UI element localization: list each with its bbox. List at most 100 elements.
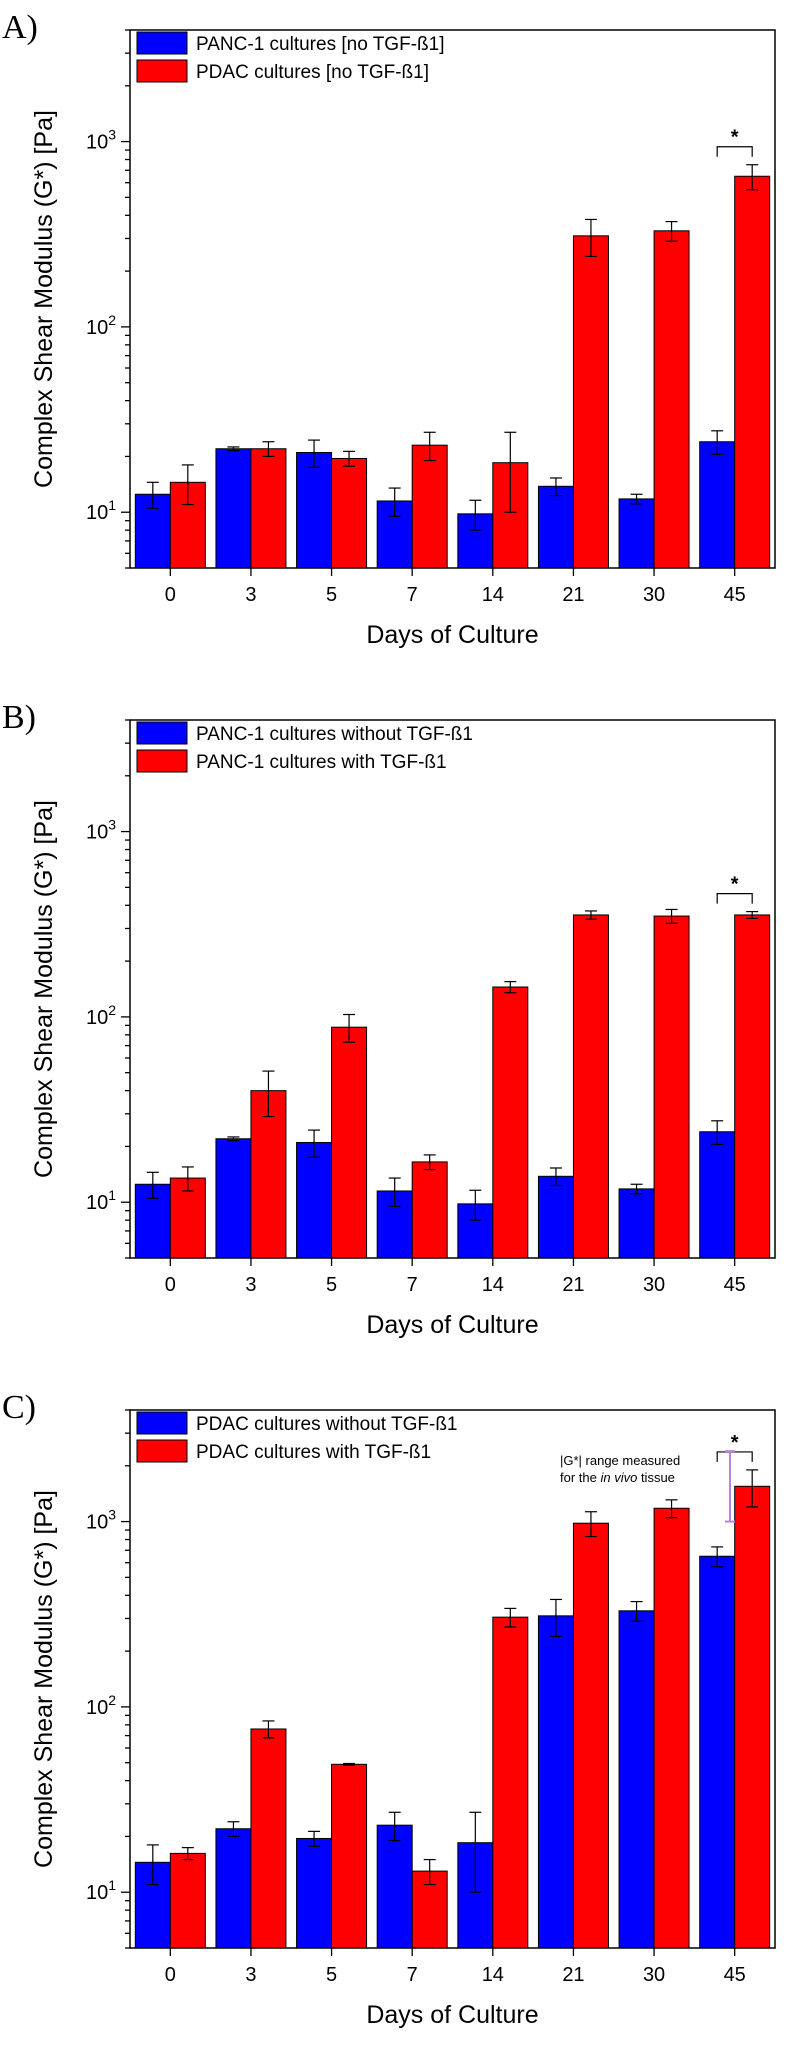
bar xyxy=(653,230,690,569)
legend-label: PDAC cultures without TGF-ß1 xyxy=(196,1414,458,1435)
bar xyxy=(699,1555,736,1949)
legend-swatch xyxy=(136,1411,188,1435)
x-tick-label: 5 xyxy=(326,1274,337,1296)
bar xyxy=(331,1763,368,1949)
bar xyxy=(250,1090,287,1259)
bar xyxy=(492,1616,529,1949)
bar xyxy=(169,1852,206,1949)
x-tick-label: 7 xyxy=(407,584,418,606)
panel-label: A) xyxy=(2,9,38,46)
bar xyxy=(215,448,252,569)
bar xyxy=(250,448,287,569)
x-tick-label: 21 xyxy=(562,584,584,606)
bar xyxy=(618,498,655,569)
bar xyxy=(537,1175,574,1259)
x-tick-label: 45 xyxy=(724,1274,746,1296)
y-tick-label: 103 xyxy=(86,127,116,154)
panel-label: C) xyxy=(2,1389,36,1426)
bar xyxy=(250,1728,287,1949)
x-tick-label: 3 xyxy=(245,584,256,606)
x-tick-label: 7 xyxy=(407,1274,418,1296)
bar xyxy=(618,1188,655,1259)
x-tick-label: 5 xyxy=(326,584,337,606)
x-tick-label: 30 xyxy=(643,584,665,606)
bar xyxy=(492,986,529,1259)
x-tick-label: 14 xyxy=(482,1274,504,1296)
significance-bracket xyxy=(716,146,753,157)
x-tick-label: 3 xyxy=(245,1964,256,1986)
x-tick-label: 0 xyxy=(165,1964,176,1986)
legend-swatch xyxy=(136,59,188,83)
y-tick-label: 102 xyxy=(86,1692,116,1719)
bar xyxy=(734,1485,771,1949)
legend-swatch xyxy=(136,749,188,773)
bar xyxy=(653,1507,690,1949)
significance-bracket xyxy=(716,892,753,904)
bar xyxy=(331,457,368,569)
bar xyxy=(215,1828,252,1949)
bar xyxy=(537,485,574,569)
x-axis-title: Days of Culture xyxy=(366,2001,538,2029)
significance-label: * xyxy=(731,127,739,149)
y-axis-title: Complex Shear Modulus (G*) [Pa] xyxy=(30,800,58,1178)
x-axis-title: Days of Culture xyxy=(366,621,538,649)
bar xyxy=(618,1610,655,1949)
x-tick-label: 45 xyxy=(724,1964,746,1986)
y-tick-label: 101 xyxy=(86,497,116,524)
legend-label: PANC-1 cultures with TGF-ß1 xyxy=(196,752,447,773)
x-tick-label: 3 xyxy=(245,1274,256,1296)
bar xyxy=(734,175,771,569)
legend-label: PDAC cultures [no TGF-ß1] xyxy=(196,62,429,83)
bar xyxy=(411,1161,448,1259)
y-tick-label: 102 xyxy=(86,312,116,339)
significance-label: * xyxy=(731,1432,739,1454)
legend-label: PDAC cultures with TGF-ß1 xyxy=(196,1442,431,1463)
panel-label: B) xyxy=(2,699,36,736)
x-tick-label: 5 xyxy=(326,1964,337,1986)
bar xyxy=(572,235,609,569)
bar xyxy=(699,441,736,569)
y-axis-title: Complex Shear Modulus (G*) [Pa] xyxy=(30,1490,58,1868)
legend-swatch xyxy=(136,31,188,55)
chart-svg: A) 101 102 103 0 3 5 7 14 21 30 45 * PANC-1 cultures … xyxy=(2,9,776,649)
x-tick-label: 45 xyxy=(724,584,746,606)
bar xyxy=(734,914,771,1259)
x-tick-label: 30 xyxy=(643,1964,665,1986)
x-tick-label: 7 xyxy=(407,1964,418,1986)
chart-svg: B) 101 102 103 0 3 5 7 14 21 30 45 * PANC-1 cultures … xyxy=(2,699,776,1339)
plot-frame xyxy=(129,1409,776,1949)
x-tick-label: 14 xyxy=(482,584,504,606)
x-axis-title: Days of Culture xyxy=(366,1311,538,1339)
x-tick-label: 30 xyxy=(643,1274,665,1296)
bar xyxy=(653,915,690,1259)
bar xyxy=(296,1837,333,1949)
y-tick-label: 103 xyxy=(86,817,116,844)
panel-a: A) 101 102 103 0 3 5 7 14 21 30 45 * PANC-1 cultures … xyxy=(0,0,788,690)
legend-swatch xyxy=(136,721,188,745)
y-tick-label: 102 xyxy=(86,1002,116,1029)
legend-label: PANC-1 cultures [no TGF-ß1] xyxy=(196,34,444,55)
x-tick-label: 0 xyxy=(165,584,176,606)
bar xyxy=(376,1824,413,1949)
bar xyxy=(572,1522,609,1949)
legend-swatch xyxy=(136,1439,188,1463)
plot-frame xyxy=(129,719,776,1259)
range-note-line2: for the in vivo tissue xyxy=(560,1470,675,1485)
bar xyxy=(331,1026,368,1259)
plot-frame xyxy=(129,29,776,569)
y-axis-title: Complex Shear Modulus (G*) [Pa] xyxy=(30,110,58,488)
x-tick-label: 14 xyxy=(482,1964,504,1986)
bar xyxy=(411,444,448,569)
y-tick-label: 103 xyxy=(86,1507,116,1534)
bar xyxy=(699,1131,736,1259)
x-tick-label: 0 xyxy=(165,1274,176,1296)
y-tick-label: 101 xyxy=(86,1877,116,1904)
x-tick-label: 21 xyxy=(562,1274,584,1296)
bar xyxy=(376,1190,413,1259)
x-tick-label: 21 xyxy=(562,1964,584,1986)
bar xyxy=(215,1138,252,1259)
bar xyxy=(572,914,609,1259)
panel-b: B) 101 102 103 0 3 5 7 14 21 30 45 * PANC-1 cultures … xyxy=(0,690,788,1380)
panel-c: C) 101 102 103 0 3 5 7 14 21 30 45 * PDAC cultures wi… xyxy=(0,1380,788,2070)
